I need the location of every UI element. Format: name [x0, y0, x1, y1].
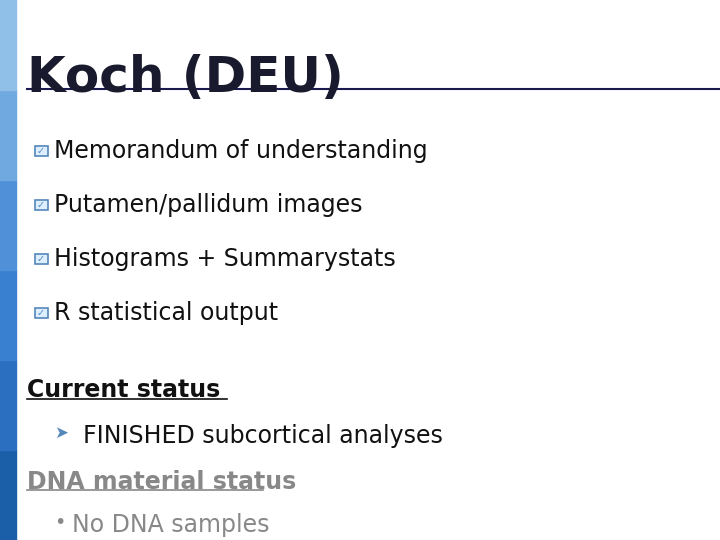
Text: ✓: ✓ — [37, 254, 45, 264]
Bar — [0, 360, 16, 450]
FancyBboxPatch shape — [35, 146, 48, 156]
Text: Memorandum of understanding: Memorandum of understanding — [54, 139, 428, 163]
Text: •: • — [54, 513, 66, 532]
FancyBboxPatch shape — [35, 308, 48, 318]
Text: FINISHED subcortical analyses: FINISHED subcortical analyses — [83, 424, 443, 448]
Bar — [0, 0, 16, 90]
Text: Histograms + Summarystats: Histograms + Summarystats — [54, 247, 396, 271]
FancyBboxPatch shape — [35, 200, 48, 210]
Text: Koch (DEU): Koch (DEU) — [27, 54, 344, 102]
Bar — [0, 90, 16, 180]
Text: ✓: ✓ — [37, 146, 45, 156]
Text: No DNA samples: No DNA samples — [72, 513, 269, 537]
Text: ✓: ✓ — [37, 308, 45, 318]
Text: Current status: Current status — [27, 378, 220, 402]
Bar — [0, 450, 16, 540]
FancyBboxPatch shape — [35, 254, 48, 264]
Text: Putamen/pallidum images: Putamen/pallidum images — [54, 193, 362, 217]
Text: ➤: ➤ — [54, 424, 68, 442]
Text: DNA material status: DNA material status — [27, 470, 297, 494]
Bar — [0, 270, 16, 360]
Text: R statistical output: R statistical output — [54, 301, 278, 325]
Bar — [0, 180, 16, 270]
Text: ✓: ✓ — [37, 200, 45, 210]
